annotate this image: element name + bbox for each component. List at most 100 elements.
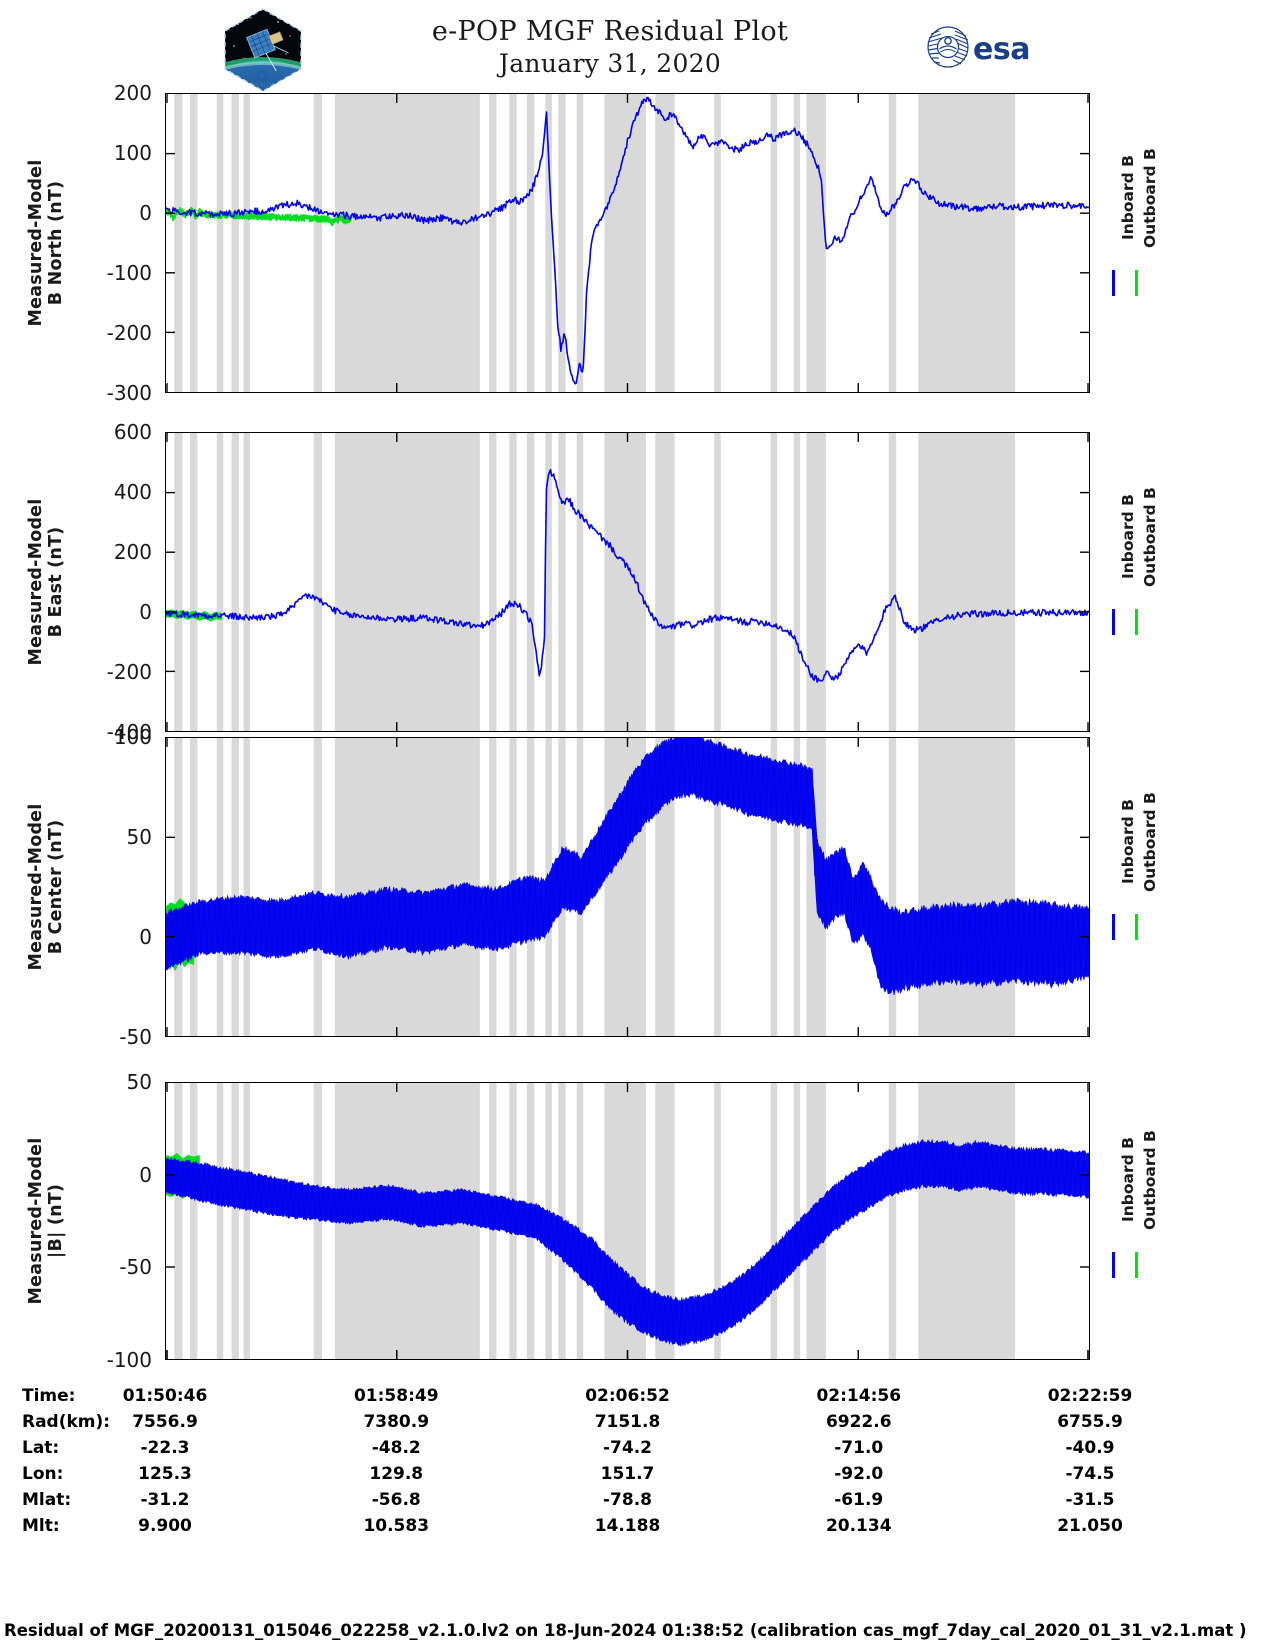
y-axis-label-line2: B North (nT) — [46, 180, 66, 306]
y-tick-label-b-magnitude-2: -50 — [119, 1255, 152, 1280]
table-row: Rad(km): 7556.9 7380.9 7151.8 6922.6 6755.9 — [0, 1412, 1275, 1438]
legend-swatch-inboard — [1112, 1251, 1115, 1278]
table-cell: -61.9 — [834, 1490, 884, 1510]
table-cell: -31.5 — [1065, 1490, 1115, 1510]
table-row: Lon: 125.3 129.8 151.7 -92.0 -74.5 — [0, 1464, 1275, 1490]
y-axis-label-line1: Measured-Model — [26, 498, 46, 666]
table-cell: -56.8 — [371, 1490, 421, 1510]
y-tick-label-b-east-0: 600 — [113, 420, 152, 444]
mission-patch-label: CASSIOPE — [245, 82, 280, 89]
y-tick-label-b-east-1: 400 — [113, 480, 152, 504]
y-axis-label-line2: B East (nT) — [46, 526, 66, 638]
y-tick-label-b-center-3: -50 — [119, 1025, 152, 1049]
legend-label-outboard: Outboard B — [1141, 1129, 1159, 1230]
page-title: e-POP MGF Residual Plot January 31, 2020 — [330, 16, 890, 80]
table-cell: -71.0 — [834, 1438, 884, 1458]
legend-label-outboard: Outboard B — [1141, 148, 1159, 248]
y-axis-label-b-center: Measured-Model B Center (nT) — [26, 737, 70, 1037]
y-axis-label-line1: Measured-Model — [26, 803, 46, 971]
table-cell: 14.188 — [594, 1516, 661, 1536]
table-row-label-1: Rad(km): — [22, 1412, 111, 1432]
legend-b-north: Inboard B Outboard B — [1097, 93, 1217, 393]
page-header: CASSIOPE e-POP MGF Residual Plot January… — [0, 0, 1275, 95]
table-row-label-3: Lon: — [22, 1464, 64, 1484]
table-cell: -31.2 — [140, 1490, 190, 1510]
legend-swatch-outboard — [1135, 914, 1138, 940]
y-tick-label-b-magnitude-1: 0 — [139, 1162, 152, 1187]
table-cell: -48.2 — [371, 1438, 421, 1458]
legend-label-inboard: Inboard B — [1119, 799, 1137, 884]
y-tick-label-b-center-2: 0 — [139, 925, 152, 949]
y-tick-label-b-north-0: 200 — [113, 81, 152, 105]
table-cell: 7151.8 — [594, 1412, 661, 1432]
table-cell: -78.8 — [603, 1490, 652, 1510]
plot-panel-b-center — [165, 737, 1090, 1037]
table-cell: -22.3 — [140, 1438, 190, 1458]
y-axis-label-b-north: Measured-Model B North (nT) — [26, 93, 70, 393]
y-tick-label-b-center-1: 50 — [126, 825, 152, 849]
table-cell: -74.5 — [1065, 1464, 1115, 1484]
legend-swatch-outboard — [1135, 1251, 1138, 1278]
esa-wordmark: esa — [973, 32, 1030, 67]
esa-logo-icon: esa — [925, 24, 1045, 70]
table-cell: 6755.9 — [1057, 1412, 1123, 1432]
y-tick-label-b-center-0: 100 — [113, 725, 152, 749]
table-cell: -92.0 — [834, 1464, 884, 1484]
legend-label-inboard: Inboard B — [1119, 494, 1137, 579]
legend-label-outboard: Outboard B — [1141, 792, 1159, 892]
y-tick-label-b-north-5: -300 — [106, 381, 152, 405]
y-tick-label-b-north-4: -200 — [106, 321, 152, 345]
legend-swatch-inboard — [1112, 609, 1115, 635]
table-row-label-5: Mlt: — [22, 1516, 60, 1536]
y-axis-label-b-east: Measured-Model B East (nT) — [26, 432, 70, 732]
y-tick-label-b-east-3: 0 — [139, 600, 152, 624]
table-cell: 01:58:49 — [353, 1386, 439, 1406]
table-cell: -74.2 — [603, 1438, 652, 1458]
ephemeris-table: Time: 01:50:46 01:58:49 02:06:52 02:14:56 02:… — [0, 1386, 1275, 1542]
plot-panel-b-north — [165, 93, 1090, 393]
y-axis-label-line1: Measured-Model — [26, 159, 46, 327]
title-main: e-POP MGF Residual Plot — [431, 16, 789, 47]
legend-b-east: Inboard B Outboard B — [1097, 432, 1217, 732]
table-row: Mlt: 9.900 10.583 14.188 20.134 21.050 — [0, 1516, 1275, 1542]
plot-panel-b-east — [165, 432, 1090, 732]
y-tick-label-b-north-2: 0 — [139, 201, 152, 225]
table-cell: 129.8 — [369, 1464, 424, 1484]
legend-swatch-outboard — [1135, 609, 1138, 635]
cassiope-mission-patch-icon: CASSIOPE — [218, 6, 308, 94]
legend-label-outboard: Outboard B — [1141, 487, 1159, 587]
y-axis-label-line1: Measured-Model — [26, 1137, 46, 1305]
legend-label-inboard: Inboard B — [1119, 155, 1137, 240]
table-cell: 02:22:59 — [1047, 1386, 1133, 1406]
legend-swatch-inboard — [1112, 914, 1115, 940]
y-tick-label-b-east-4: -200 — [106, 660, 152, 684]
y-axis-label-b-magnitude: Measured-Model |B| (nT) — [26, 1082, 70, 1360]
legend-b-magnitude: Inboard B Outboard B — [1097, 1082, 1217, 1360]
table-cell: 02:06:52 — [585, 1386, 670, 1406]
table-cell: 01:50:46 — [122, 1386, 208, 1406]
table-cell: -40.9 — [1065, 1438, 1115, 1458]
y-tick-label-b-north-1: 100 — [113, 141, 152, 165]
y-tick-label-b-north-3: -100 — [106, 261, 152, 285]
table-row: Time: 01:50:46 01:58:49 02:06:52 02:14:56 02:… — [0, 1386, 1275, 1412]
plot-panel-b-magnitude — [165, 1082, 1090, 1360]
table-row-label-2: Lat: — [22, 1438, 60, 1458]
legend-label-inboard: Inboard B — [1119, 1136, 1137, 1222]
legend-swatch-inboard — [1112, 270, 1115, 296]
table-row-label-0: Time: — [22, 1386, 76, 1406]
y-tick-label-b-magnitude-3: -100 — [106, 1348, 152, 1372]
table-cell: 7380.9 — [363, 1412, 430, 1432]
table-row-label-4: Mlat: — [22, 1490, 72, 1510]
table-cell: 6922.6 — [825, 1412, 892, 1432]
legend-b-center: Inboard B Outboard B — [1097, 737, 1217, 1037]
y-tick-label-b-east-5: -400 — [106, 720, 152, 744]
table-cell: 02:14:56 — [816, 1386, 902, 1406]
y-axis-label-line2: |B| (nT) — [46, 1183, 66, 1259]
y-tick-label-b-magnitude-0: 50 — [126, 1070, 152, 1094]
figure-caption: Residual of MGF_20200131_015046_022258_v… — [4, 1621, 1247, 1640]
table-row: Mlat: -31.2 -56.8 -78.8 -61.9 -31.5 — [0, 1490, 1275, 1516]
table-cell: 21.050 — [1057, 1516, 1123, 1536]
legend-swatch-outboard — [1135, 270, 1138, 296]
table-cell: 151.7 — [600, 1464, 655, 1484]
table-cell: 10.583 — [363, 1516, 430, 1536]
